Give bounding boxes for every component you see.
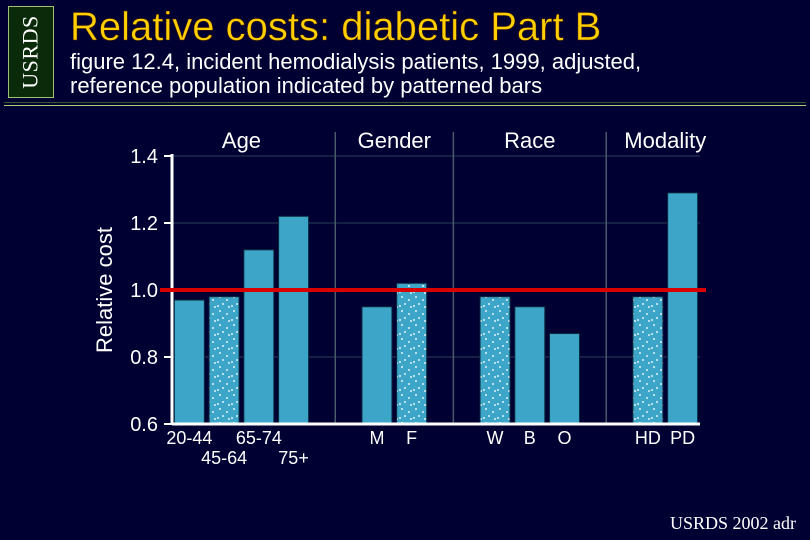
header: USRDS Relative costs: diabetic Part B fi… [0,0,810,98]
group-header: Gender [358,128,431,153]
ytick-label: 0.6 [130,414,158,436]
xtick-label: B [524,428,536,448]
xtick-label: W [487,428,504,448]
ytick-label: 1.2 [130,213,158,235]
bar [480,297,510,424]
bar [209,297,239,424]
bar [668,193,698,424]
header-rule [4,102,806,106]
bar [244,250,274,424]
bar [279,217,309,425]
xtick-label: HD [635,428,661,448]
xtick-label: 75+ [278,448,309,468]
usrds-logo: USRDS [8,6,54,98]
group-header: Modality [624,128,706,153]
title-block: Relative costs: diabetic Part B figure 1… [70,6,802,98]
xtick-label: 20-44 [166,428,212,448]
group-header: Race [504,128,555,153]
xtick-label: PD [670,428,695,448]
ytick-label: 1.0 [130,280,158,302]
page-title: Relative costs: diabetic Part B [70,6,802,48]
xtick-label: O [558,428,572,448]
xtick-label: M [369,428,384,448]
bar [174,300,204,424]
xtick-label: F [406,428,417,448]
footer-text: USRDS 2002 adr [670,513,796,534]
page-subtitle: figure 12.4, incident hemodialysis patie… [70,50,802,98]
bar [633,297,663,424]
chart-container: 0.6 0.8 1.0 1.2 1.4 Relative cost 20-4445-6465… [90,126,720,486]
bar [362,307,392,424]
xtick-label: 65-74 [236,428,282,448]
y-axis-label: Relative cost [92,227,117,353]
bar [515,307,545,424]
group-header: Age [222,128,261,153]
xtick-label: 45-64 [201,448,247,468]
relative-cost-bar-chart: 0.6 0.8 1.0 1.2 1.4 Relative cost 20-4445-6465… [90,126,710,486]
usrds-logo-text: USRDS [18,15,44,88]
ytick-label: 1.4 [130,146,158,168]
bar [550,334,580,424]
ytick-label: 0.8 [130,347,158,369]
bar [397,284,427,425]
